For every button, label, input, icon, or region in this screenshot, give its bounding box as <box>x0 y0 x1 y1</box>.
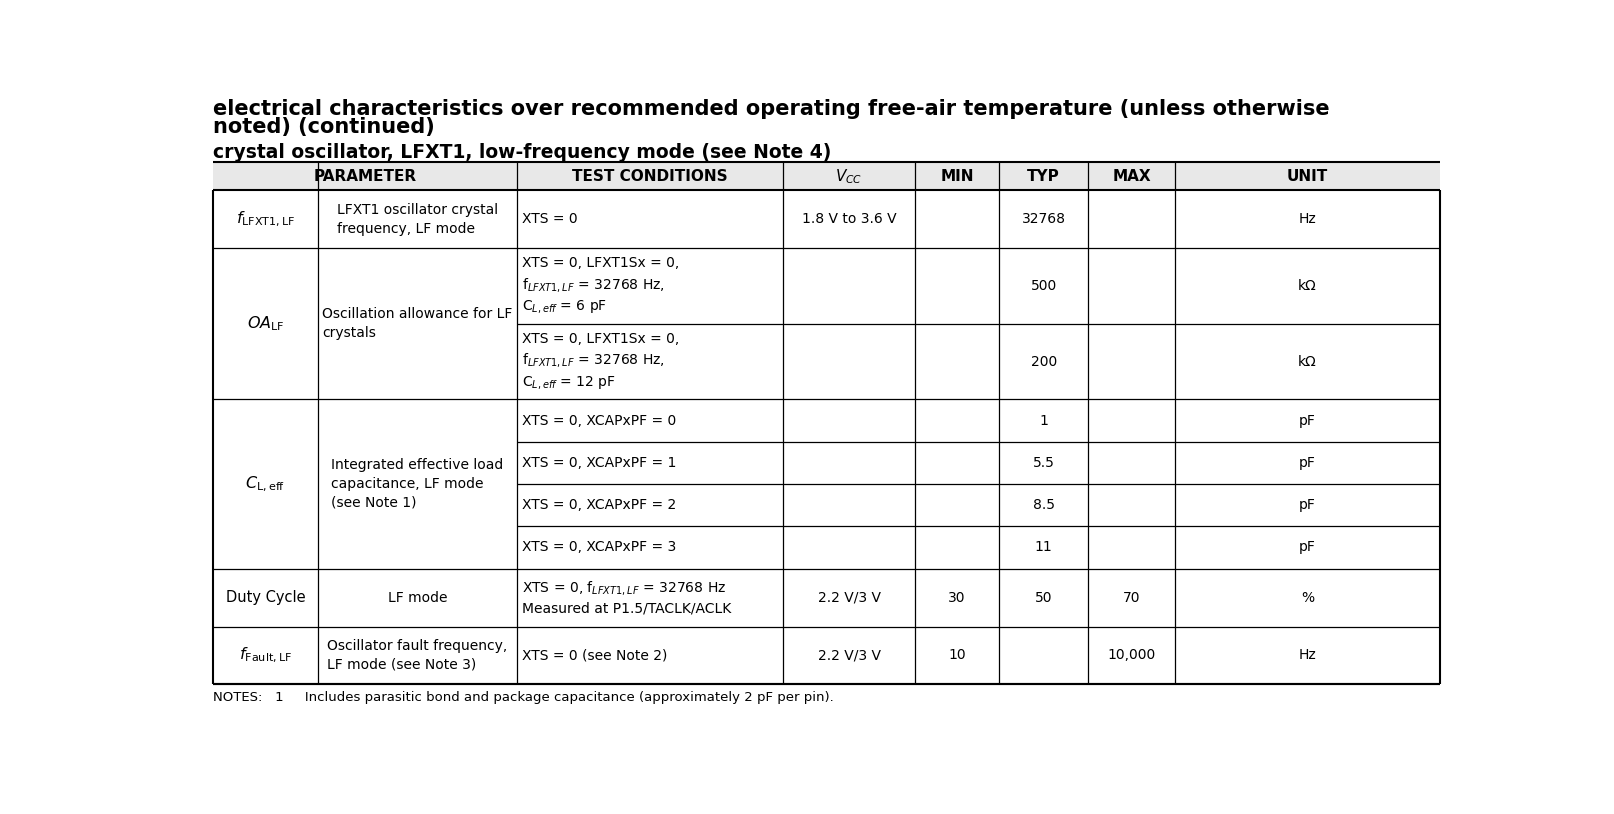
Text: 10,000: 10,000 <box>1107 649 1156 663</box>
Text: noted) (continued): noted) (continued) <box>213 117 434 137</box>
Text: pF: pF <box>1299 456 1315 470</box>
Text: XTS = 0, f$_{LFXT1,LF}$ = 32768 Hz
Measured at P1.5/TACLK/ACLK: XTS = 0, f$_{LFXT1,LF}$ = 32768 Hz Measu… <box>523 580 731 615</box>
Text: pF: pF <box>1299 540 1315 554</box>
Text: crystal oscillator, LFXT1, low-frequency mode (see Note 4): crystal oscillator, LFXT1, low-frequency… <box>213 143 831 162</box>
Text: $V_{CC}$: $V_{CC}$ <box>836 167 863 186</box>
Text: 5.5: 5.5 <box>1033 456 1054 470</box>
Text: 50: 50 <box>1035 591 1052 605</box>
Text: 30: 30 <box>949 591 965 605</box>
Text: XTS = 0, LFXT1Sx = 0,
f$_{LFXT1,LF}$ = 32768 Hz,
C$_{L,eff}$ = 12 pF: XTS = 0, LFXT1Sx = 0, f$_{LFXT1,LF}$ = 3… <box>523 332 679 391</box>
Text: XTS = 0, XCAPxPF = 3: XTS = 0, XCAPxPF = 3 <box>523 540 676 554</box>
Text: 8.5: 8.5 <box>1033 498 1054 512</box>
Bar <box>213 162 1440 190</box>
Text: LF mode: LF mode <box>387 591 447 605</box>
Text: TEST CONDITIONS: TEST CONDITIONS <box>573 168 728 184</box>
Text: TYP: TYP <box>1027 168 1060 184</box>
Text: XTS = 0 (see Note 2): XTS = 0 (see Note 2) <box>523 649 668 663</box>
Text: $f_{\mathrm{Fault,LF}}$: $f_{\mathrm{Fault,LF}}$ <box>239 646 292 665</box>
Text: Oscillator fault frequency,
LF mode (see Note 3): Oscillator fault frequency, LF mode (see… <box>328 639 508 672</box>
Text: 2.2 V/3 V: 2.2 V/3 V <box>818 649 881 663</box>
Text: MAX: MAX <box>1112 168 1151 184</box>
Text: XTS = 0: XTS = 0 <box>523 212 578 226</box>
Text: 200: 200 <box>1031 355 1057 369</box>
Text: MIN: MIN <box>941 168 973 184</box>
Text: Hz: Hz <box>1299 212 1317 226</box>
Text: 70: 70 <box>1123 591 1139 605</box>
Text: LFXT1 oscillator crystal
frequency, LF mode: LFXT1 oscillator crystal frequency, LF m… <box>337 203 499 235</box>
Text: kΩ: kΩ <box>1298 279 1317 293</box>
Text: Oscillation allowance for LF
crystals: Oscillation allowance for LF crystals <box>323 307 513 340</box>
Text: XTS = 0, XCAPxPF = 1: XTS = 0, XCAPxPF = 1 <box>523 456 676 470</box>
Text: %: % <box>1301 591 1314 605</box>
Text: XTS = 0, XCAPxPF = 0: XTS = 0, XCAPxPF = 0 <box>523 414 676 427</box>
Text: kΩ: kΩ <box>1298 355 1317 369</box>
Text: $OA_{\mathrm{LF}}$: $OA_{\mathrm{LF}}$ <box>247 314 284 333</box>
Text: 500: 500 <box>1031 279 1057 293</box>
Text: Hz: Hz <box>1299 649 1317 663</box>
Text: $C_{\mathrm{L,eff}}$: $C_{\mathrm{L,eff}}$ <box>245 475 286 493</box>
Text: pF: pF <box>1299 498 1315 512</box>
Text: 1: 1 <box>1039 414 1047 427</box>
Text: Integrated effective load
capacitance, LF mode
(see Note 1): Integrated effective load capacitance, L… <box>331 458 504 510</box>
Text: 10: 10 <box>949 649 965 663</box>
Text: PARAMETER: PARAMETER <box>313 168 416 184</box>
Text: UNIT: UNIT <box>1286 168 1328 184</box>
Text: XTS = 0, XCAPxPF = 2: XTS = 0, XCAPxPF = 2 <box>523 498 676 512</box>
Text: pF: pF <box>1299 414 1315 427</box>
Text: 1.8 V to 3.6 V: 1.8 V to 3.6 V <box>802 212 896 226</box>
Text: $f_{\mathrm{LFXT1,LF}}$: $f_{\mathrm{LFXT1,LF}}$ <box>236 209 295 229</box>
Text: 11: 11 <box>1035 540 1052 554</box>
Text: electrical characteristics over recommended operating free-air temperature (unle: electrical characteristics over recommen… <box>213 99 1330 119</box>
Text: NOTES:   1     Includes parasitic bond and package capacitance (approximately 2 : NOTES: 1 Includes parasitic bond and pac… <box>213 690 833 703</box>
Text: 32768: 32768 <box>1022 212 1065 226</box>
Text: XTS = 0, LFXT1Sx = 0,
f$_{LFXT1,LF}$ = 32768 Hz,
C$_{L,eff}$ = 6 pF: XTS = 0, LFXT1Sx = 0, f$_{LFXT1,LF}$ = 3… <box>523 256 679 315</box>
Text: 2.2 V/3 V: 2.2 V/3 V <box>818 591 881 605</box>
Text: Duty Cycle: Duty Cycle <box>226 590 305 605</box>
